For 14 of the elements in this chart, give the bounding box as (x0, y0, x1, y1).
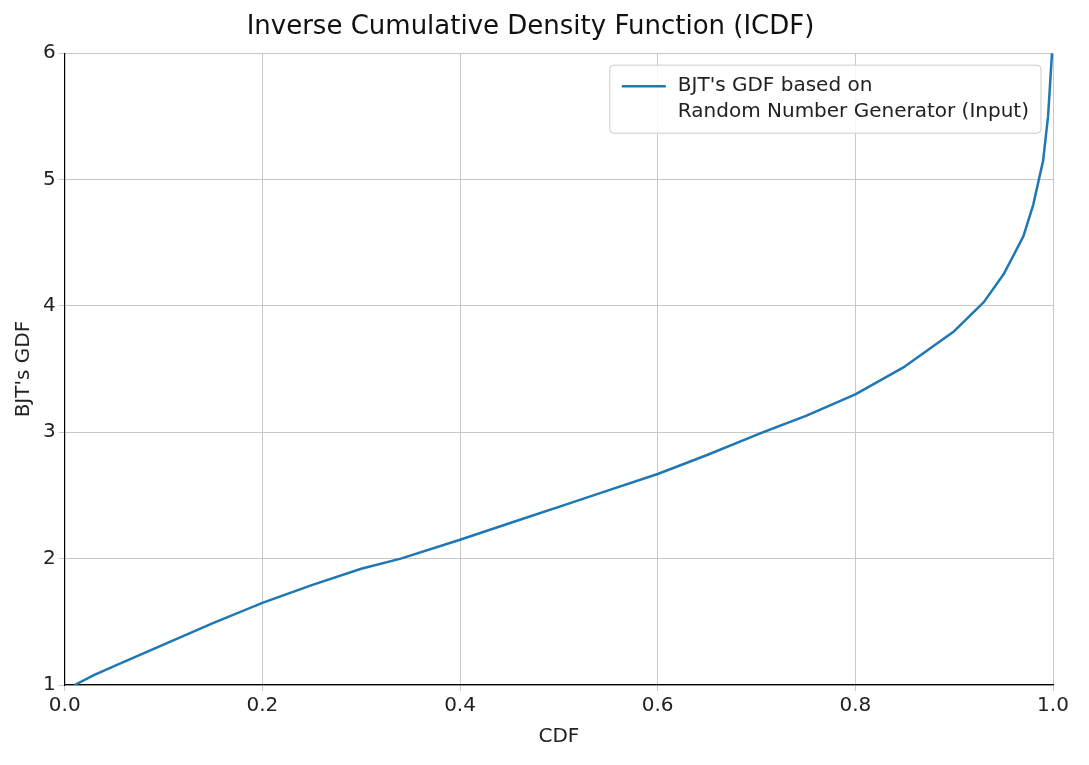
x-tick-label: 0.4 (444, 692, 476, 717)
x-tick-label: 0.6 (641, 692, 674, 717)
x-axis-title: CDF (538, 723, 580, 748)
legend-label: BJT's GDF based on Random Number Generator (Input) (677, 72, 1029, 123)
y-axis-title: BJT's GDF (10, 320, 35, 418)
x-tick-label: 1.0 (1037, 692, 1069, 717)
y-tick-label: 2 (42, 544, 56, 569)
x-tick-label: 0.2 (246, 692, 279, 717)
chart-title: Inverse Cumulative Density Function (ICDF) (246, 10, 815, 41)
y-tick-label: 6 (42, 39, 56, 64)
y-tick-label: 4 (42, 292, 56, 317)
x-tick-label: 0.8 (839, 692, 872, 717)
y-tick-label: 5 (42, 165, 56, 190)
y-tick-label: 3 (42, 418, 56, 443)
